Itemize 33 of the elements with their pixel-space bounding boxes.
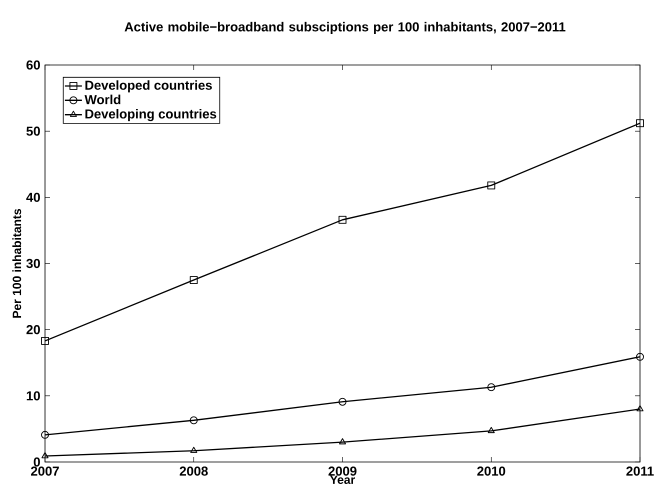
y-tick-label: 0 — [34, 457, 40, 467]
point — [487, 181, 496, 190]
x-tick-label: 2009 — [328, 466, 356, 476]
y-tick-label: 60 — [26, 60, 40, 70]
legend-label: World — [84, 94, 120, 104]
x-axis-title: Year — [330, 476, 355, 484]
legend-label: Developed countries — [85, 80, 212, 92]
point — [487, 383, 496, 392]
y-tick-label: 10 — [26, 391, 40, 400]
y-tick-label: 20 — [26, 325, 40, 334]
y-axis-title: Per 100 inhabitants — [12, 208, 22, 318]
y-tick-label: 50 — [26, 126, 40, 136]
point — [636, 352, 644, 361]
x-tick-label: 2008 — [180, 466, 208, 476]
x-tick-label: 2007 — [31, 466, 59, 476]
point — [190, 446, 198, 453]
point — [42, 452, 48, 458]
point — [636, 405, 644, 412]
point — [339, 438, 346, 444]
point — [41, 336, 49, 345]
y-tick-label: 30 — [26, 258, 40, 268]
point — [488, 426, 495, 434]
point — [338, 216, 346, 224]
point — [636, 119, 644, 128]
x-tick-label: 2011 — [626, 466, 654, 476]
chart-title: Active mobile−broadband subsciptions per 100 inhabitants, 2007−2011 — [124, 22, 566, 34]
x-tick-label: 2010 — [477, 466, 506, 476]
y-tick-label: 40 — [26, 192, 40, 202]
point — [338, 398, 346, 406]
point — [190, 416, 198, 424]
point — [190, 276, 198, 284]
legend-label: Developing countries — [85, 109, 216, 122]
point — [41, 430, 49, 439]
